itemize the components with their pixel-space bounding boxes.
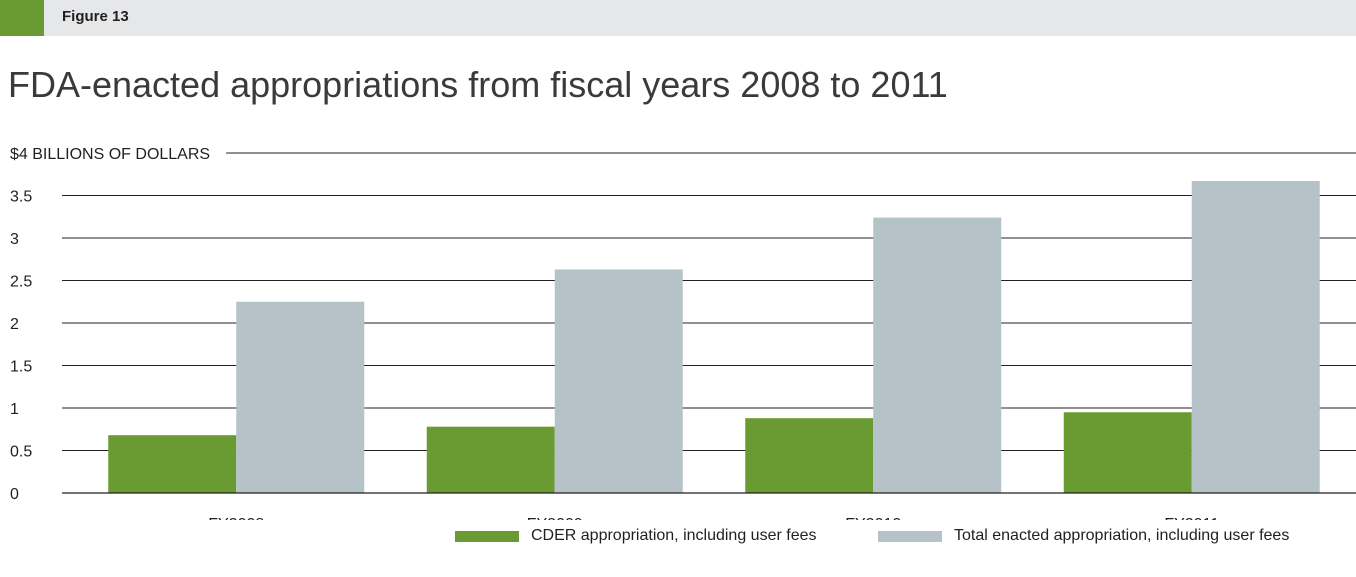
x-tick-label: FY2011 <box>1164 516 1219 520</box>
bar-cder <box>745 418 874 493</box>
x-tick-label: FY2009 <box>527 516 583 520</box>
y-tick-label: 2.5 <box>10 274 32 291</box>
chart-title: FDA-enacted appropriations from fiscal y… <box>8 64 948 105</box>
legend-label-cder: CDER appropriation, including user fees <box>531 527 817 544</box>
y-tick-label: 2 <box>10 316 19 333</box>
x-tick-label: FY2010 <box>845 516 901 520</box>
bar-total <box>873 217 1002 493</box>
bar-total <box>1191 181 1320 494</box>
legend-item-total: Total enacted appropriation, including u… <box>878 527 1289 545</box>
legend-item-cder: CDER appropriation, including user fees <box>455 527 816 545</box>
figure-accent-swatch <box>0 0 44 36</box>
y-tick-label: 3.5 <box>10 189 32 206</box>
y-tick-label: 3 <box>10 231 19 248</box>
y-tick-label: 1.5 <box>10 359 32 376</box>
figure-header-bar: Figure 13 <box>0 0 1356 36</box>
bar-total <box>236 301 365 493</box>
y-tick-label: 1 <box>10 401 19 418</box>
y-tick-label: 0 <box>10 486 19 503</box>
x-tick-label: FY2008 <box>208 516 264 520</box>
bar-cder <box>1063 412 1192 493</box>
axes: $4 BILLIONS OF DOLLARS 0 0.5 1 1.5 2 2.5 3 3.5 FY… <box>10 146 1356 520</box>
legend-swatch-cder <box>455 530 519 542</box>
y-axis-label: $4 BILLIONS OF DOLLARS <box>10 146 210 163</box>
figure-label: Figure 13 <box>62 8 129 25</box>
bar-chart: $4 BILLIONS OF DOLLARS 0 0.5 1 1.5 2 2.5 3 3.5 FY… <box>10 146 1356 520</box>
y-tick-label: 0.5 <box>10 444 32 461</box>
bar-total <box>554 269 683 493</box>
legend-swatch-total <box>878 530 942 542</box>
bar-cder <box>108 435 237 493</box>
legend-label-total: Total enacted appropriation, including u… <box>954 527 1290 544</box>
legend: CDER appropriation, including user fees … <box>0 527 1356 557</box>
bars <box>108 181 1320 494</box>
bar-cder <box>426 426 555 493</box>
